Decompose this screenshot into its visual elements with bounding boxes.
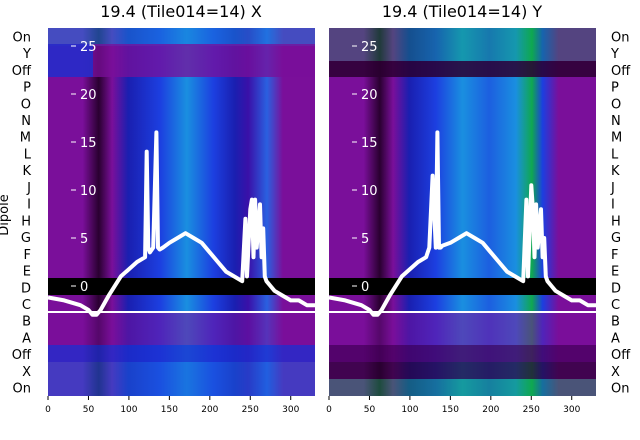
x-tick-label: 100: [120, 405, 137, 415]
y-tick-label: 0: [361, 280, 369, 295]
panel-title-x: 19.4 (Tile014=14) X: [100, 2, 262, 21]
y-tick-label: 25: [80, 40, 97, 55]
heatmap-bottom-off-band: [48, 345, 315, 362]
y-tick-label: 15: [80, 136, 97, 151]
dipole-label-left: G: [21, 231, 31, 246]
dipole-label-right: G: [611, 231, 621, 246]
x-tick-label: 100: [401, 405, 418, 415]
dipole-label-left: M: [20, 131, 31, 146]
heatmap-bottom-a-band: [48, 312, 315, 345]
heatmap-left-block: [48, 44, 93, 77]
heatmap-top-on-band: [48, 28, 315, 46]
x-tick-label: 300: [282, 405, 299, 415]
y-tick-label: 5: [80, 232, 88, 247]
dipole-label-right: Off: [611, 64, 631, 79]
dipole-label-left: A: [22, 331, 31, 346]
y-tick-label: 20: [361, 88, 378, 103]
panel-title-y: 19.4 (Tile014=14) Y: [382, 2, 543, 21]
x-tick-label: 50: [364, 405, 376, 415]
x-tick-label: 150: [442, 405, 459, 415]
y-tick-label: 0: [80, 280, 88, 295]
series-line-0-0: [48, 130, 315, 317]
dipole-label-left: J: [26, 181, 31, 196]
dipole-label-left: H: [21, 214, 31, 229]
dipole-label-left: F: [24, 248, 31, 263]
dipole-label-right: I: [611, 198, 615, 213]
dipole-label-right: M: [611, 131, 622, 146]
y-tick-label: 15: [361, 136, 378, 151]
dipole-label-right: A: [611, 331, 620, 346]
dipole-label-left: P: [23, 81, 31, 96]
dipole-label-left: On: [13, 382, 31, 397]
heatmap-bottom-on-band: [48, 362, 315, 396]
dipole-label-right: D: [611, 281, 621, 296]
dipole-label-right: H: [611, 214, 621, 229]
dipole-label-left: Off: [12, 348, 32, 363]
dipole-label-left: L: [24, 147, 32, 162]
x-tick-label: 300: [563, 405, 580, 415]
dipole-label-right: Off: [611, 348, 631, 363]
dipole-label-left: On: [13, 30, 31, 45]
heatmap-bottom-x-band: [329, 362, 596, 379]
x-tick-label: 250: [242, 405, 259, 415]
dipole-label-left: E: [23, 265, 31, 280]
dipole-label-left: N: [21, 114, 31, 129]
heatmap-top-on-band: [329, 28, 596, 61]
dipole-label-left: X: [22, 365, 31, 380]
x-tick-label: 0: [45, 405, 51, 415]
heatmap-panel-y: [329, 28, 596, 396]
dipole-label-right: B: [611, 315, 620, 330]
dipole-label-right: X: [611, 365, 620, 380]
x-tick-label: 50: [83, 405, 95, 415]
y-axis-label: Dipole: [0, 194, 12, 235]
dipole-label-right: Y: [610, 47, 619, 62]
series-line-1-0: [329, 130, 596, 317]
x-tick-label: 0: [326, 405, 332, 415]
y-tick-label: 25: [361, 40, 378, 55]
dipole-label-left: C: [22, 298, 31, 313]
heatmap-bottom-off-band: [329, 345, 596, 362]
heatmap-bottom-a-band: [329, 312, 596, 345]
dipole-label-left: B: [22, 315, 31, 330]
dipole-label-left: I: [27, 198, 31, 213]
dipole-label-right: On: [611, 382, 629, 397]
heatmap-panel-x: [48, 28, 315, 396]
y-tick-label: 10: [361, 184, 378, 199]
dipole-label-left: O: [21, 97, 31, 112]
y-tick-label: 10: [80, 184, 97, 199]
dipole-label-right: On: [611, 30, 629, 45]
dipole-label-right: J: [610, 181, 615, 196]
dipole-label-right: O: [611, 97, 621, 112]
dipole-label-left: K: [22, 164, 31, 179]
dipole-label-right: K: [611, 164, 620, 179]
y-tick-label: 20: [80, 88, 97, 103]
dipole-label-right: L: [611, 147, 619, 162]
dipole-label-right: P: [611, 81, 619, 96]
dipole-label-right: F: [611, 248, 618, 263]
dipole-label-left: D: [21, 281, 31, 296]
dipole-label-right: C: [611, 298, 620, 313]
dipole-label-right: N: [611, 114, 621, 129]
x-tick-label: 250: [523, 405, 540, 415]
dipole-label-left: Off: [12, 64, 32, 79]
x-tick-label: 200: [482, 405, 499, 415]
x-tick-label: 200: [201, 405, 218, 415]
dipole-label-left: Y: [22, 47, 31, 62]
y-tick-label: 5: [361, 232, 369, 247]
heatmap-bottom-on-band: [329, 379, 596, 396]
x-tick-label: 150: [161, 405, 178, 415]
heatmap-top-y-band: [329, 61, 596, 77]
dipole-label-right: E: [611, 265, 619, 280]
